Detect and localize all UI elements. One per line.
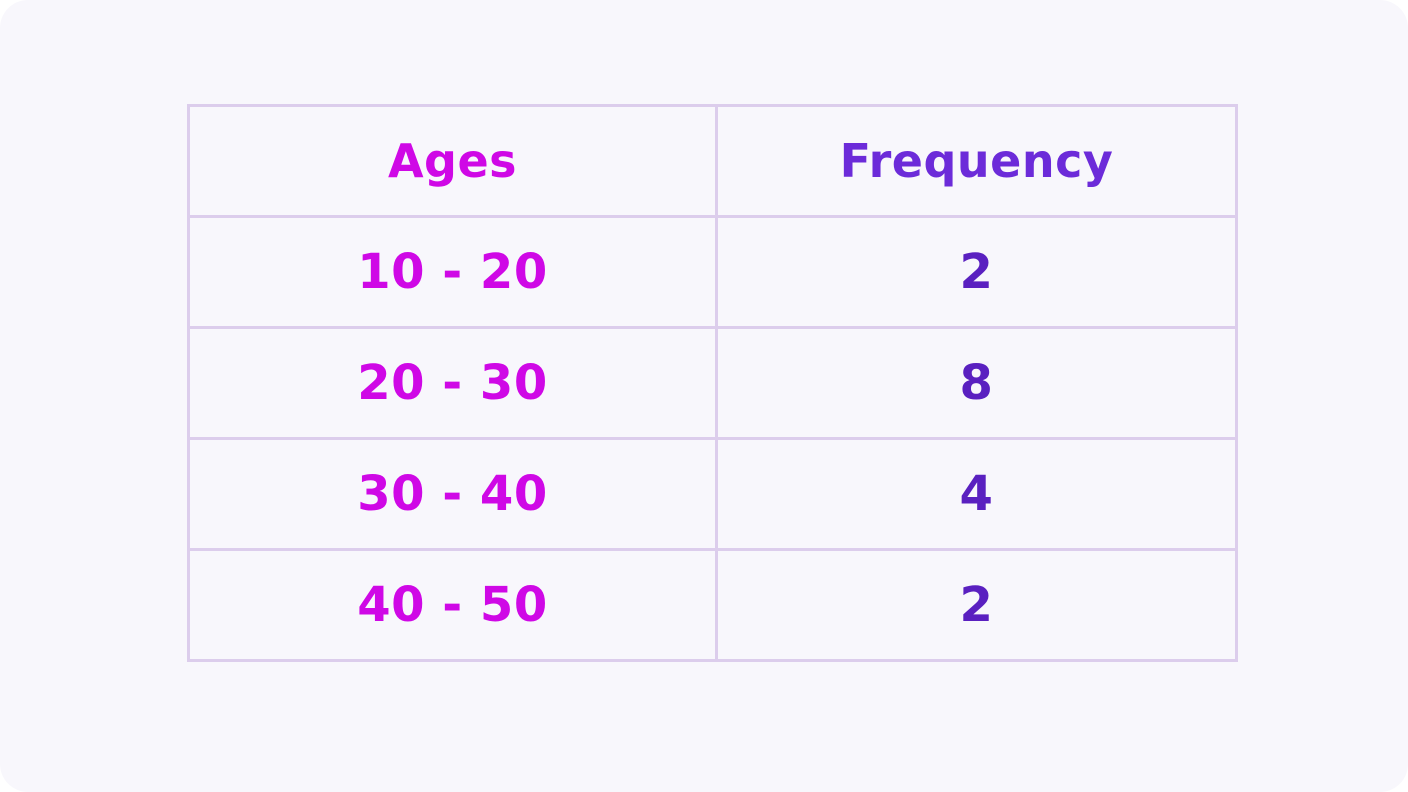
frequency-cell: 8 [715,326,1238,440]
age-range-cell: 30 - 40 [187,437,718,551]
age-range-cell: 40 - 50 [187,548,718,662]
header-ages: Ages [187,104,718,218]
frequency-cell: 2 [715,215,1238,329]
table-row: 10 - 20 2 [187,215,1238,329]
table-row: 40 - 50 2 [187,548,1238,662]
frequency-table: Ages Frequency 10 - 20 2 20 - 30 8 30 - … [187,104,1238,662]
table-row: 20 - 30 8 [187,326,1238,440]
age-range-cell: 20 - 30 [187,326,718,440]
header-frequency: Frequency [715,104,1238,218]
frequency-cell: 2 [715,548,1238,662]
frequency-cell: 4 [715,437,1238,551]
table-header-row: Ages Frequency [187,104,1238,218]
table-row: 30 - 40 4 [187,437,1238,551]
age-range-cell: 10 - 20 [187,215,718,329]
